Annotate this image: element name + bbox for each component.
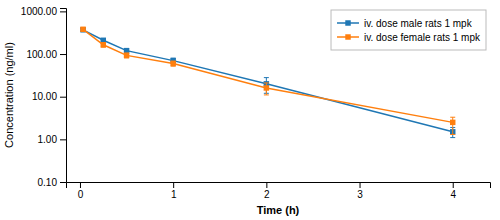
legend-marker (345, 34, 350, 39)
legend-entry: iv. dose male rats 1 mpk (337, 18, 473, 29)
error-bar (450, 117, 455, 134)
legend-box (331, 10, 486, 50)
tick: 0 (78, 182, 84, 200)
tick-mark (266, 182, 267, 188)
marker (450, 120, 455, 125)
legend-marker (345, 20, 350, 25)
marker (170, 61, 175, 66)
tick-label: 1.00 (38, 134, 58, 145)
tick-mark (453, 182, 454, 188)
tick-label: 3 (357, 189, 363, 200)
tick: 2 (264, 182, 270, 200)
tick-label: 4 (450, 189, 456, 200)
tick: 1000.00 (21, 6, 66, 17)
x-axis-title: Time (h) (257, 204, 300, 216)
tick-mark (60, 54, 66, 55)
tick-label: 1 (171, 189, 177, 200)
tick-mark (60, 11, 66, 12)
tick-mark (60, 97, 66, 98)
tick: 1.00 (38, 134, 66, 145)
tick-label: 1000.00 (21, 6, 58, 17)
x-axis: 0 1 2 3 4 (67, 182, 491, 200)
tick-label: 100.00 (26, 49, 57, 60)
marker (264, 85, 269, 90)
tick-label: 10.00 (32, 91, 57, 102)
tick: 0.10 (38, 177, 66, 188)
tick: 10.00 (32, 91, 66, 102)
legend-entry: iv. dose female rats 1 mpk (337, 32, 481, 43)
tick-mark (60, 182, 66, 183)
error-bar (264, 83, 269, 95)
tick: 1 (171, 182, 177, 200)
tick-label: 0 (78, 189, 84, 200)
marker (80, 27, 85, 32)
axis-line (60, 9, 67, 183)
axis-line (67, 183, 491, 189)
y-axis-title: Concentration (ng/ml) (3, 42, 15, 148)
marker (101, 42, 106, 47)
tick-label: 2 (264, 189, 270, 200)
y-axis: 0.10 1.00 10.00 100.00 1000.00 (21, 6, 67, 188)
legend-label: iv. dose male rats 1 mpk (364, 18, 473, 29)
error-bar (124, 48, 129, 53)
tick-mark (360, 182, 361, 188)
legend: iv. dose male rats 1 mpk iv. dose female … (331, 10, 486, 50)
marker (124, 48, 129, 53)
error-bar (124, 53, 129, 58)
legend-label: iv. dose female rats 1 mpk (364, 32, 481, 43)
tick: 4 (450, 182, 456, 200)
error-bar (101, 43, 106, 48)
tick: 100.00 (26, 49, 66, 60)
chart: 0 1 2 3 4 0.10 1.00 10.00 100.00 1000.00 Time (h) C… (0, 0, 500, 220)
marker (80, 27, 85, 32)
marker (124, 53, 129, 58)
tick-mark (173, 182, 174, 188)
error-bar (171, 61, 176, 66)
tick-label: 0.10 (38, 177, 58, 188)
tick: 3 (357, 182, 363, 200)
tick-mark (80, 182, 81, 188)
tick-mark (60, 139, 66, 140)
